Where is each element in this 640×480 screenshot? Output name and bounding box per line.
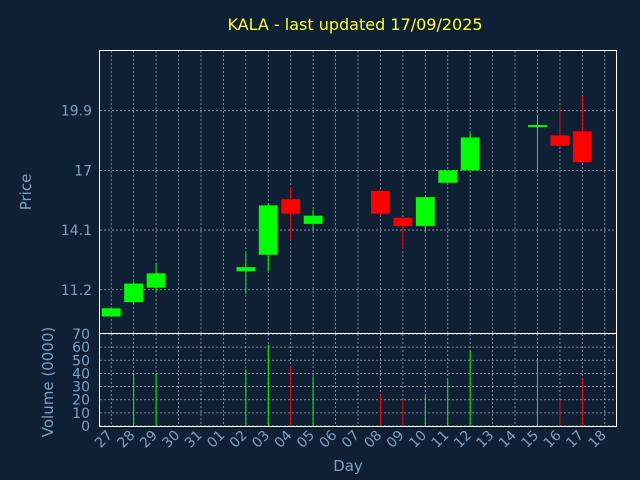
candle-body (550, 135, 570, 146)
candle-body (528, 125, 547, 128)
x-tick-label: 11 (429, 428, 453, 452)
volume-tick-label: 30 (72, 380, 90, 396)
candle-body (124, 283, 144, 303)
x-tick-label: 14 (496, 427, 520, 451)
candle-body (258, 205, 278, 255)
x-tick-label: 08 (361, 428, 385, 452)
x-tick-label: 07 (339, 428, 363, 452)
candle-body (303, 215, 323, 224)
volume-tick-label: 60 (72, 340, 90, 356)
x-tick-label: 05 (294, 428, 318, 452)
x-tick-label: 02 (227, 428, 251, 452)
price-tick-label: 11.2 (61, 283, 92, 299)
x-tick-label: 31 (182, 428, 206, 452)
chart-title: KALA - last updated 17/09/2025 (227, 15, 482, 34)
x-tick-label: 16 (541, 427, 565, 451)
x-tick-label: 27 (92, 428, 116, 452)
x-tick-label: 13 (474, 428, 498, 452)
price-tick-label: 14.1 (61, 223, 92, 239)
candle-body (572, 131, 592, 163)
x-tick-label: 15 (518, 428, 542, 452)
x-tick-label: 06 (316, 427, 340, 451)
candle-body (393, 217, 413, 226)
x-tick-label: 28 (115, 428, 139, 452)
volume-tick-label: 0 (81, 419, 90, 435)
x-tick-label: 17 (563, 428, 587, 452)
x-tick-label: 12 (451, 428, 475, 452)
candle-body (371, 190, 390, 214)
x-tick-label: 04 (272, 427, 296, 451)
volume-tick-label: 10 (72, 406, 90, 422)
x-tick-label: 29 (137, 428, 161, 452)
x-tick-label: 18 (586, 428, 610, 452)
x-tick-label: 03 (249, 428, 273, 452)
price-tick-label: 19.9 (61, 104, 92, 120)
candle-body (415, 197, 435, 226)
x-tick-label: 10 (406, 428, 430, 452)
volume-tick-label: 20 (72, 393, 90, 409)
candle-body (460, 137, 480, 171)
price-axis-label: Price (17, 174, 35, 211)
x-axis-label: Day (333, 457, 363, 475)
x-tick-label: 09 (384, 428, 408, 452)
candle-body (101, 308, 121, 317)
candle-body (146, 273, 166, 288)
volume-tick-label: 50 (72, 353, 90, 369)
candle-body (281, 199, 301, 214)
candle-body (236, 267, 256, 272)
x-tick-label: 30 (159, 428, 183, 452)
volume-panel-frame (99, 333, 617, 427)
volume-tick-label: 40 (72, 366, 90, 382)
candle-body (438, 170, 458, 183)
x-tick-label: 01 (204, 428, 228, 452)
price-tick-label: 17 (74, 163, 92, 179)
volume-axis-label: Volume (0000) (39, 327, 57, 437)
volume-tick-label: 70 (72, 327, 90, 343)
